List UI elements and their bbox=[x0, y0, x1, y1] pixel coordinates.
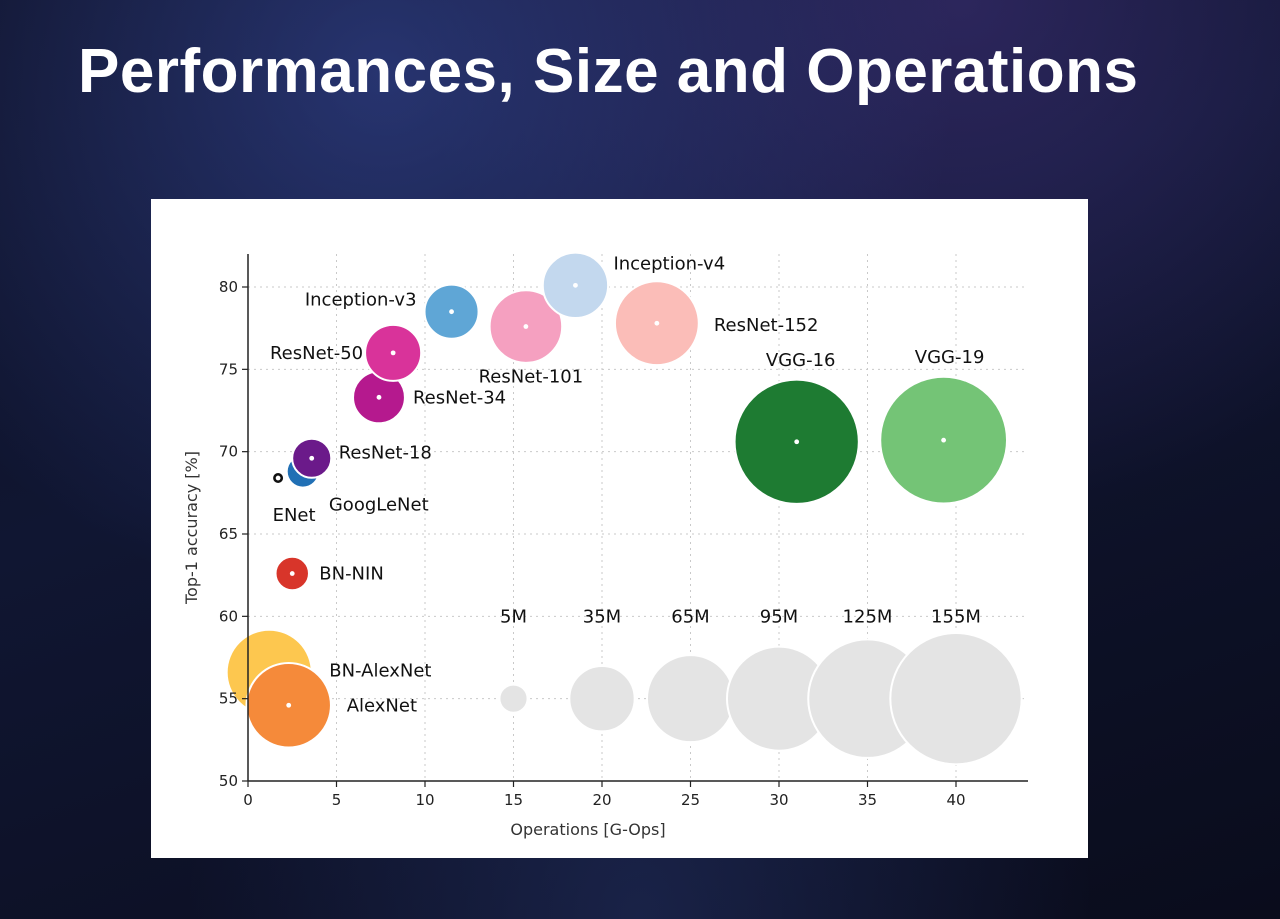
bubble-label-vgg-16: VGG-16 bbox=[766, 350, 836, 371]
bubble-label-bn-nin: BN-NIN bbox=[319, 564, 384, 585]
y-tick-label: 50 bbox=[219, 772, 238, 790]
size-legend-bubble bbox=[498, 683, 529, 714]
x-tick-label: 10 bbox=[415, 791, 434, 809]
x-tick-label: 15 bbox=[504, 791, 523, 809]
size-legend-bubble bbox=[645, 654, 736, 744]
bubble-center-dot bbox=[449, 309, 454, 315]
bubble-label-inception-v3: Inception-v3 bbox=[305, 290, 417, 311]
size-legend-label: 155M bbox=[931, 606, 981, 627]
bubble-labels: BN-AlexNet AlexNet BN-NIN ENet GoogLeNet ResN… bbox=[270, 253, 984, 716]
bubble-label-resnet-18: ResNet-18 bbox=[339, 442, 432, 463]
chart-panel: 5M 35M 65M 95M 125M 155M 0 5 10 15 20 25 30 35 40 50 55… bbox=[151, 199, 1088, 858]
x-tick-label: 30 bbox=[769, 791, 788, 809]
size-legend-label: 35M bbox=[583, 606, 621, 627]
bubble-label-bn-alexnet: BN-AlexNet bbox=[329, 660, 431, 681]
y-tick-label: 65 bbox=[219, 525, 238, 543]
x-axis-label: Operations [G-Ops] bbox=[510, 820, 665, 839]
bubble-label-resnet-50: ResNet-50 bbox=[270, 343, 363, 364]
bubble-center-dot bbox=[309, 455, 315, 461]
bubble-label-resnet-101: ResNet-101 bbox=[479, 367, 584, 388]
bubble-center-dot bbox=[523, 324, 529, 329]
size-legend: 5M 35M 65M 95M 125M 155M bbox=[498, 606, 1023, 766]
y-tick-label: 60 bbox=[219, 607, 238, 625]
bubble-label-googlenet: GoogLeNet bbox=[329, 494, 429, 515]
bubble-label-resnet-34: ResNet-34 bbox=[413, 387, 506, 408]
bubble-label-inception-v4: Inception-v4 bbox=[613, 253, 725, 274]
size-legend-bubble bbox=[568, 664, 636, 733]
size-legend-label: 5M bbox=[500, 606, 527, 627]
bubble-center-dot bbox=[376, 394, 382, 400]
bubble-center-dot bbox=[289, 571, 295, 576]
y-tick-label: 80 bbox=[219, 278, 238, 296]
bubble-center-dot bbox=[286, 702, 292, 708]
y-tick-label: 75 bbox=[219, 360, 238, 378]
x-tick-label: 40 bbox=[946, 791, 965, 809]
slide-title: Performances, Size and Operations bbox=[78, 37, 1139, 106]
bubble-label-resnet-152: ResNet-152 bbox=[714, 315, 819, 336]
x-tick-label: 35 bbox=[858, 791, 877, 809]
bubble-center-dot bbox=[794, 439, 800, 445]
bubble-center-dot bbox=[275, 475, 281, 481]
axes: 0 5 10 15 20 25 30 35 40 50 55 60 65 70 75 80 bbox=[219, 254, 1028, 809]
bubble-center-dot bbox=[573, 282, 578, 288]
size-legend-bubble bbox=[889, 631, 1023, 766]
x-tick-label: 5 bbox=[332, 791, 342, 809]
y-tick-label: 55 bbox=[219, 690, 238, 708]
size-legend-label: 125M bbox=[843, 606, 893, 627]
x-tick-label: 0 bbox=[243, 791, 253, 809]
bubble-label-alexnet: AlexNet bbox=[347, 695, 417, 716]
bubble-chart: 5M 35M 65M 95M 125M 155M 0 5 10 15 20 25 30 35 40 50 55… bbox=[182, 251, 1028, 839]
bubble-center-dot bbox=[390, 350, 396, 356]
bubble-center-dot bbox=[941, 437, 947, 443]
bubble-center-dot bbox=[654, 320, 660, 326]
y-tick-label: 70 bbox=[219, 443, 238, 461]
y-axis-label: Top-1 accuracy [%] bbox=[182, 451, 201, 605]
size-legend-label: 65M bbox=[671, 606, 709, 627]
size-legend-label: 95M bbox=[760, 606, 798, 627]
bubble-label-vgg-19: VGG-19 bbox=[915, 347, 985, 368]
x-tick-label: 20 bbox=[592, 791, 611, 809]
x-tick-label: 25 bbox=[681, 791, 700, 809]
bubble-label-enet: ENet bbox=[273, 505, 316, 526]
